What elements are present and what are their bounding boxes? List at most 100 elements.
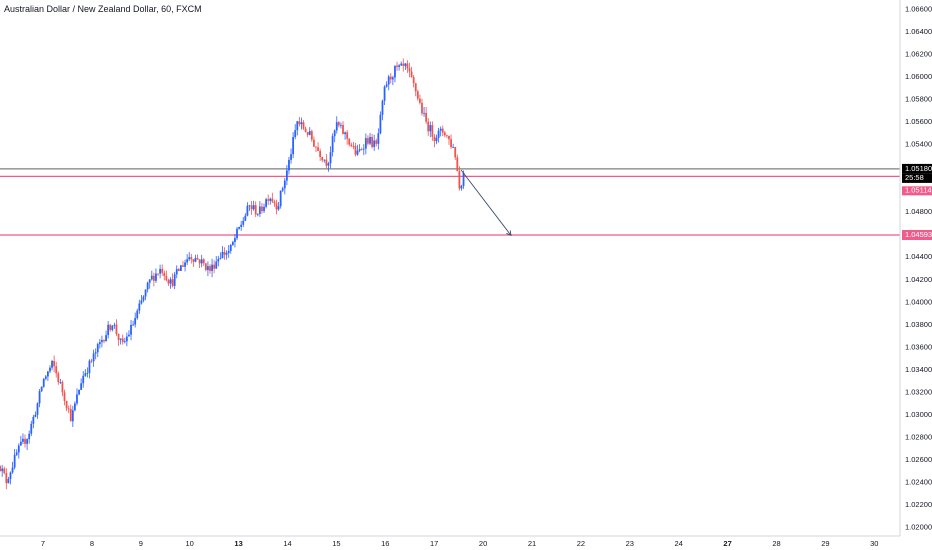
candle-body [267, 199, 270, 201]
candle-body [194, 258, 197, 262]
candle-body [387, 76, 390, 85]
candle-body [425, 112, 428, 122]
candle-body [400, 63, 403, 66]
candle-body [229, 244, 232, 251]
candle-body [177, 269, 180, 271]
candle-body [42, 378, 45, 387]
price-tick-label: 1.04000 [905, 297, 932, 306]
candle-body [223, 251, 226, 255]
candle-body [306, 132, 309, 135]
candle-body [186, 259, 189, 263]
candle-body [63, 392, 66, 401]
candle-body [159, 268, 162, 274]
candle-body [285, 170, 288, 181]
candle-body [163, 272, 166, 277]
candle-body [69, 408, 72, 422]
time-tick-label: 8 [90, 539, 94, 548]
candle-body [254, 205, 257, 215]
candle-body [207, 266, 209, 270]
candle-body [325, 159, 328, 166]
candle-body [348, 138, 351, 145]
candle-body [308, 131, 311, 135]
candle-body [246, 205, 249, 216]
candle-body [225, 253, 228, 255]
candle-body [364, 138, 367, 149]
candle-body [377, 133, 380, 144]
candle-body [356, 150, 359, 155]
time-tick-label: 13 [234, 539, 242, 548]
time-axis[interactable]: 7 8 9 10 13 14 15 16 17 20 21 22 23 24 27 28 29 30 [41, 539, 879, 548]
time-tick-label: 30 [870, 539, 878, 548]
candle-body [209, 266, 211, 271]
candle-body [221, 251, 224, 259]
time-tick-label: 17 [430, 539, 438, 548]
candle-body [22, 438, 24, 442]
candle-body [148, 279, 151, 283]
candle-body [84, 373, 87, 376]
candle-body [36, 403, 39, 415]
candle-body [51, 360, 53, 368]
candle-body [11, 467, 14, 473]
candle-body [273, 201, 276, 204]
current-price-tag [902, 163, 932, 174]
candle-body [300, 122, 303, 125]
candle-body [94, 352, 97, 354]
candle-body [125, 336, 128, 342]
current-price-tag-label: 1.05180 [905, 164, 932, 173]
candle-body [323, 159, 326, 161]
candle-body [53, 360, 56, 367]
candle-body [435, 137, 438, 142]
candle-body [98, 342, 101, 345]
candle-body [304, 128, 307, 133]
countdown-tag [902, 173, 932, 183]
candle-body [113, 324, 116, 326]
candle-body [132, 324, 134, 326]
candle-body [30, 423, 33, 434]
level-target-tag-label: 1.04593 [905, 230, 932, 239]
candle-body [310, 131, 313, 140]
candle-body [219, 258, 222, 259]
candle-body [329, 152, 332, 164]
candle-body [155, 273, 157, 281]
candle-body [80, 383, 83, 390]
candle-body [140, 300, 143, 304]
candle-body [271, 198, 274, 202]
candle-body [49, 367, 51, 372]
candle-body [157, 273, 159, 275]
candle-body [38, 391, 41, 404]
candle-body [406, 63, 409, 69]
candle-body [331, 136, 334, 153]
candle-body [196, 258, 199, 260]
candle-body [277, 206, 280, 210]
candle-body [443, 132, 446, 136]
candle-body [462, 172, 465, 186]
candle-body [265, 199, 268, 207]
candle-body [296, 121, 299, 131]
time-tick-label: 7 [41, 539, 45, 548]
candle-body [90, 360, 93, 362]
candle-body [19, 441, 22, 446]
price-scale-bg[interactable] [900, 0, 932, 536]
candle-body [213, 264, 216, 269]
time-tick-label: 15 [332, 539, 340, 548]
candle-body [431, 125, 434, 137]
level-upper-tag-label: 1.05114 [905, 185, 932, 194]
trend-arrow-head-icon [506, 230, 512, 237]
price-tick-label: 1.05600 [905, 117, 932, 126]
level-upper-tag [902, 186, 932, 196]
price-tick-label: 1.03400 [905, 365, 932, 374]
candle-body [292, 137, 295, 155]
candle-body [319, 150, 322, 157]
price-tick-label: 1.02200 [905, 500, 932, 509]
candle-body [269, 198, 272, 201]
candle-body [261, 206, 263, 212]
candle-body [358, 149, 361, 151]
trend-arrow-line[interactable] [460, 169, 512, 236]
candle-body [150, 275, 153, 280]
candle-body [142, 296, 145, 301]
candle-body [130, 324, 132, 335]
candle-body [410, 71, 413, 78]
candle-body [28, 433, 31, 440]
